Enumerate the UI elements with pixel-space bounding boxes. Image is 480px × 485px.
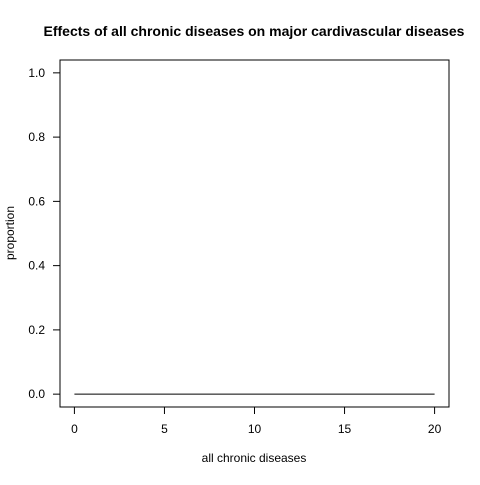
- x-tick-label: 20: [428, 422, 442, 436]
- y-tick-label: 0.4: [28, 259, 45, 273]
- x-axis: 0 5 10 15 20: [71, 407, 442, 436]
- y-tick-label: 0.2: [28, 323, 45, 337]
- y-tick-label: 1.0: [28, 66, 45, 80]
- x-tick-label: 5: [161, 422, 168, 436]
- chart-title: Effects of all chronic diseases on major…: [44, 23, 465, 39]
- y-tick-label: 0.8: [28, 130, 45, 144]
- x-tick-label: 0: [71, 422, 78, 436]
- x-tick-label: 15: [338, 422, 352, 436]
- y-axis: 0.0 0.2 0.4 0.6 0.8 1.0: [28, 66, 60, 401]
- y-axis-label: proportion: [3, 206, 17, 260]
- y-tick-label: 0.0: [28, 387, 45, 401]
- y-tick-label: 0.6: [28, 194, 45, 208]
- x-axis-label: all chronic diseases: [202, 451, 307, 465]
- x-tick-label: 10: [248, 422, 262, 436]
